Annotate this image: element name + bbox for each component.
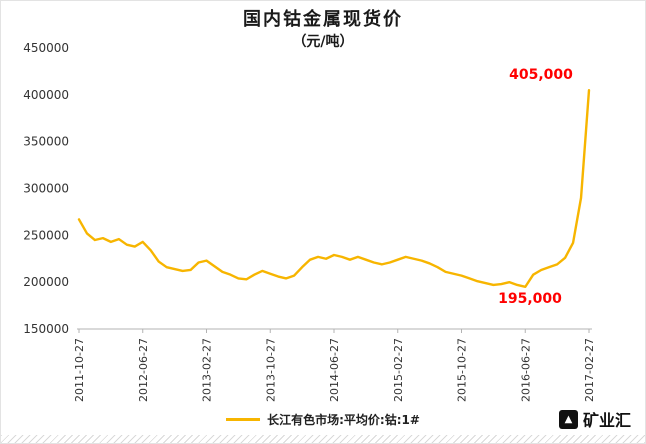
chart-subtitle: （元/吨） bbox=[292, 34, 354, 50]
y-axis-tick-label: 250000 bbox=[23, 228, 69, 242]
annotation-max-price: 405,000 bbox=[509, 67, 573, 83]
mining-logo-icon: ▲ bbox=[558, 409, 578, 429]
price-line bbox=[77, 88, 591, 289]
annotation-min-price: 195,000 bbox=[498, 291, 562, 307]
brand-name: 矿业汇 bbox=[582, 411, 631, 430]
y-axis-tick-label: 450000 bbox=[23, 41, 69, 55]
price-line-chart: 150000 200000 250000 300000 350000 400000 4500… bbox=[23, 41, 596, 402]
bottom-hatch-strip bbox=[1, 435, 645, 443]
legend-line-swatch bbox=[226, 418, 261, 421]
x-axis-tick-label: 2017-02-27 bbox=[583, 338, 596, 402]
brand-footer: ▲ 矿业汇 bbox=[558, 407, 631, 431]
y-axis-tick-label: 350000 bbox=[23, 135, 69, 149]
chart-title: 国内钴金属现货价 bbox=[243, 9, 403, 30]
y-axis-tick-label: 150000 bbox=[23, 322, 69, 336]
legend: 长江有色市场:平均价:钴:1# bbox=[1, 411, 645, 428]
chart-header: 国内钴金属现货价 （元/吨） bbox=[1, 9, 645, 51]
legend-label: 长江有色市场:平均价:钴:1# bbox=[267, 413, 420, 427]
x-axis-tick-label: 2016-06-27 bbox=[519, 338, 532, 402]
x-axis-tick-label: 2012-06-27 bbox=[137, 338, 150, 402]
y-axis-tick-label: 400000 bbox=[23, 88, 69, 102]
x-axis-tick-label: 2015-10-27 bbox=[456, 338, 469, 402]
x-axis-tick-label: 2015-02-27 bbox=[392, 338, 405, 402]
x-axis-tick-label: 2014-06-27 bbox=[328, 338, 341, 402]
x-axis-tick-label: 2013-10-27 bbox=[264, 338, 277, 402]
y-axis-tick-label: 200000 bbox=[23, 275, 69, 289]
y-axis-tick-label: 300000 bbox=[23, 182, 69, 196]
x-axis-tick-label: 2013-02-27 bbox=[201, 338, 214, 402]
x-axis-tick-label: 2011-10-27 bbox=[73, 338, 86, 402]
